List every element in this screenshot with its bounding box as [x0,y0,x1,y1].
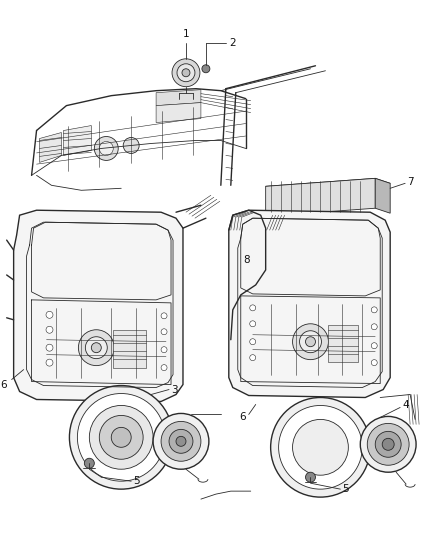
Polygon shape [156,90,201,106]
Circle shape [78,393,165,481]
Circle shape [279,406,362,489]
Circle shape [371,360,377,366]
Polygon shape [39,133,61,163]
Circle shape [300,331,321,353]
Polygon shape [113,330,146,368]
Circle shape [250,339,256,345]
Circle shape [111,427,131,447]
Circle shape [177,64,195,82]
Circle shape [92,343,101,353]
Polygon shape [64,126,92,156]
Circle shape [161,422,201,461]
Circle shape [69,385,173,489]
Circle shape [169,430,193,453]
Circle shape [99,415,143,459]
Circle shape [371,324,377,330]
Circle shape [306,472,315,482]
Polygon shape [266,179,390,191]
Polygon shape [264,226,358,248]
Circle shape [357,233,363,239]
Circle shape [367,423,409,465]
Text: 3: 3 [171,384,178,394]
Circle shape [250,354,256,361]
Circle shape [306,337,315,346]
Circle shape [371,343,377,349]
Circle shape [172,59,200,87]
Circle shape [382,438,394,450]
Text: 6: 6 [0,379,7,390]
Circle shape [271,398,370,497]
Circle shape [89,406,153,469]
Circle shape [375,431,401,457]
Circle shape [360,416,416,472]
Polygon shape [14,210,183,401]
Text: 6: 6 [239,413,246,423]
Text: 1: 1 [183,29,189,39]
Circle shape [78,330,114,366]
Circle shape [250,321,256,327]
Circle shape [94,136,118,160]
Text: 8: 8 [244,255,251,265]
Circle shape [161,329,167,335]
Circle shape [182,69,190,77]
Circle shape [46,311,53,318]
Circle shape [161,346,167,353]
Circle shape [250,305,256,311]
Polygon shape [229,210,390,398]
Circle shape [123,138,139,154]
Circle shape [85,458,94,468]
Circle shape [46,359,53,366]
Circle shape [306,233,311,239]
Circle shape [293,324,328,360]
Circle shape [99,141,113,156]
Circle shape [46,344,53,351]
Text: 7: 7 [407,177,414,187]
Circle shape [293,419,348,475]
Text: 4: 4 [402,400,409,410]
Polygon shape [328,325,358,361]
Text: 5: 5 [343,484,349,494]
Polygon shape [375,179,390,213]
Circle shape [153,414,209,469]
Circle shape [254,233,260,239]
Circle shape [161,313,167,319]
Polygon shape [249,220,388,233]
Polygon shape [156,103,201,123]
Circle shape [161,365,167,370]
Text: 2: 2 [229,38,236,48]
Circle shape [371,307,377,313]
Text: 5: 5 [133,476,140,486]
Circle shape [85,337,107,359]
Circle shape [202,65,210,72]
Polygon shape [368,220,388,250]
Circle shape [46,326,53,333]
Polygon shape [266,179,375,216]
Polygon shape [249,220,368,247]
Circle shape [176,437,186,446]
